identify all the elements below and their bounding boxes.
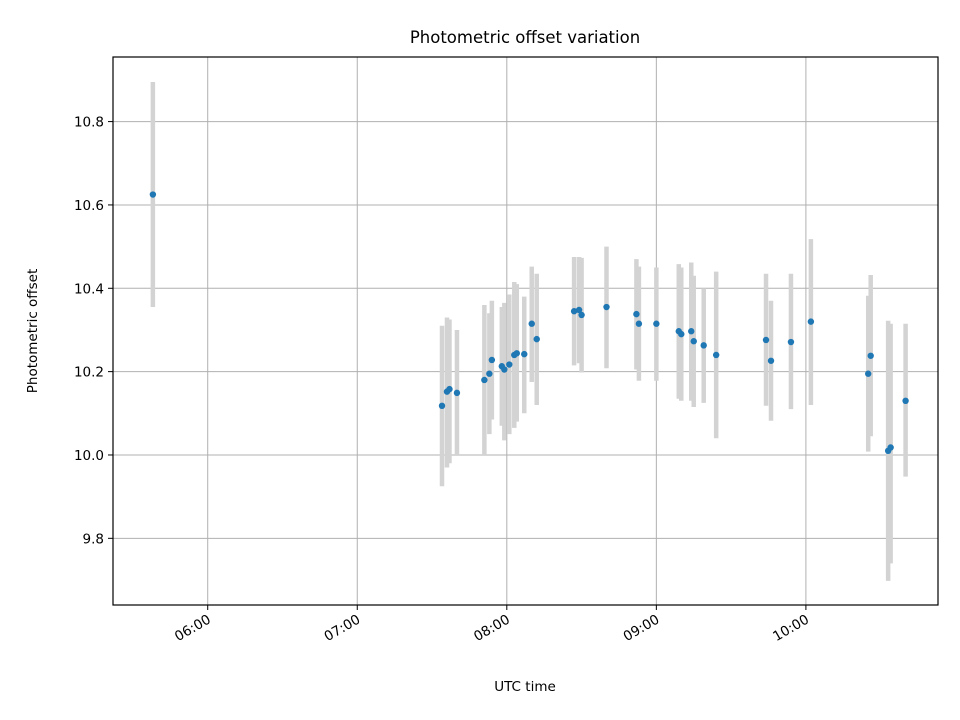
x-axis-label: UTC time	[494, 679, 556, 695]
data-point	[865, 370, 872, 377]
data-point	[688, 328, 695, 335]
data-point	[438, 402, 446, 410]
data-point	[603, 303, 610, 311]
data-point	[488, 356, 496, 364]
y-tick-label: 9.8	[83, 531, 104, 547]
chart-title: Photometric offset variation	[410, 28, 640, 47]
data-point	[678, 330, 685, 338]
data-point	[149, 191, 157, 198]
data-point	[481, 376, 488, 384]
x-tick-label: 07:00	[322, 612, 364, 645]
data-point	[653, 320, 660, 327]
x-tick-label: 09:00	[621, 612, 663, 645]
data-point	[570, 308, 578, 315]
y-tick-label: 10.4	[74, 281, 104, 297]
data-point	[787, 338, 795, 346]
y-axis-label: Photometric offset	[25, 269, 41, 393]
data-point	[513, 350, 520, 357]
data-point	[902, 397, 909, 405]
data-point	[446, 385, 453, 393]
y-tick-label: 10.0	[74, 448, 104, 464]
data-point	[578, 311, 585, 319]
grid	[113, 57, 938, 605]
data-point	[501, 366, 508, 373]
plot-frame	[112, 56, 939, 606]
data-point	[486, 370, 493, 377]
data-point	[762, 336, 770, 344]
data-point	[867, 352, 874, 359]
y-tick-label: 10.2	[74, 365, 104, 381]
x-tick-label: 10:00	[770, 612, 812, 645]
data-point	[767, 357, 775, 364]
data-point	[533, 335, 540, 343]
x-tick-label: 06:00	[172, 612, 214, 645]
data-points	[149, 191, 909, 455]
y-tick-label: 10.8	[74, 115, 104, 131]
data-point	[506, 361, 513, 368]
data-point	[807, 318, 815, 325]
data-point	[700, 342, 707, 349]
data-point	[887, 444, 894, 451]
data-point	[453, 389, 461, 397]
data-point	[633, 310, 640, 318]
error-bars	[150, 82, 908, 581]
data-point	[635, 320, 643, 327]
data-point	[575, 306, 583, 314]
y-tick-label: 10.6	[74, 198, 104, 214]
data-point	[690, 338, 697, 345]
data-point	[521, 350, 528, 358]
ticks	[108, 121, 807, 610]
x-tick-label: 08:00	[471, 612, 513, 645]
data-point	[712, 351, 720, 359]
data-point	[528, 320, 535, 327]
